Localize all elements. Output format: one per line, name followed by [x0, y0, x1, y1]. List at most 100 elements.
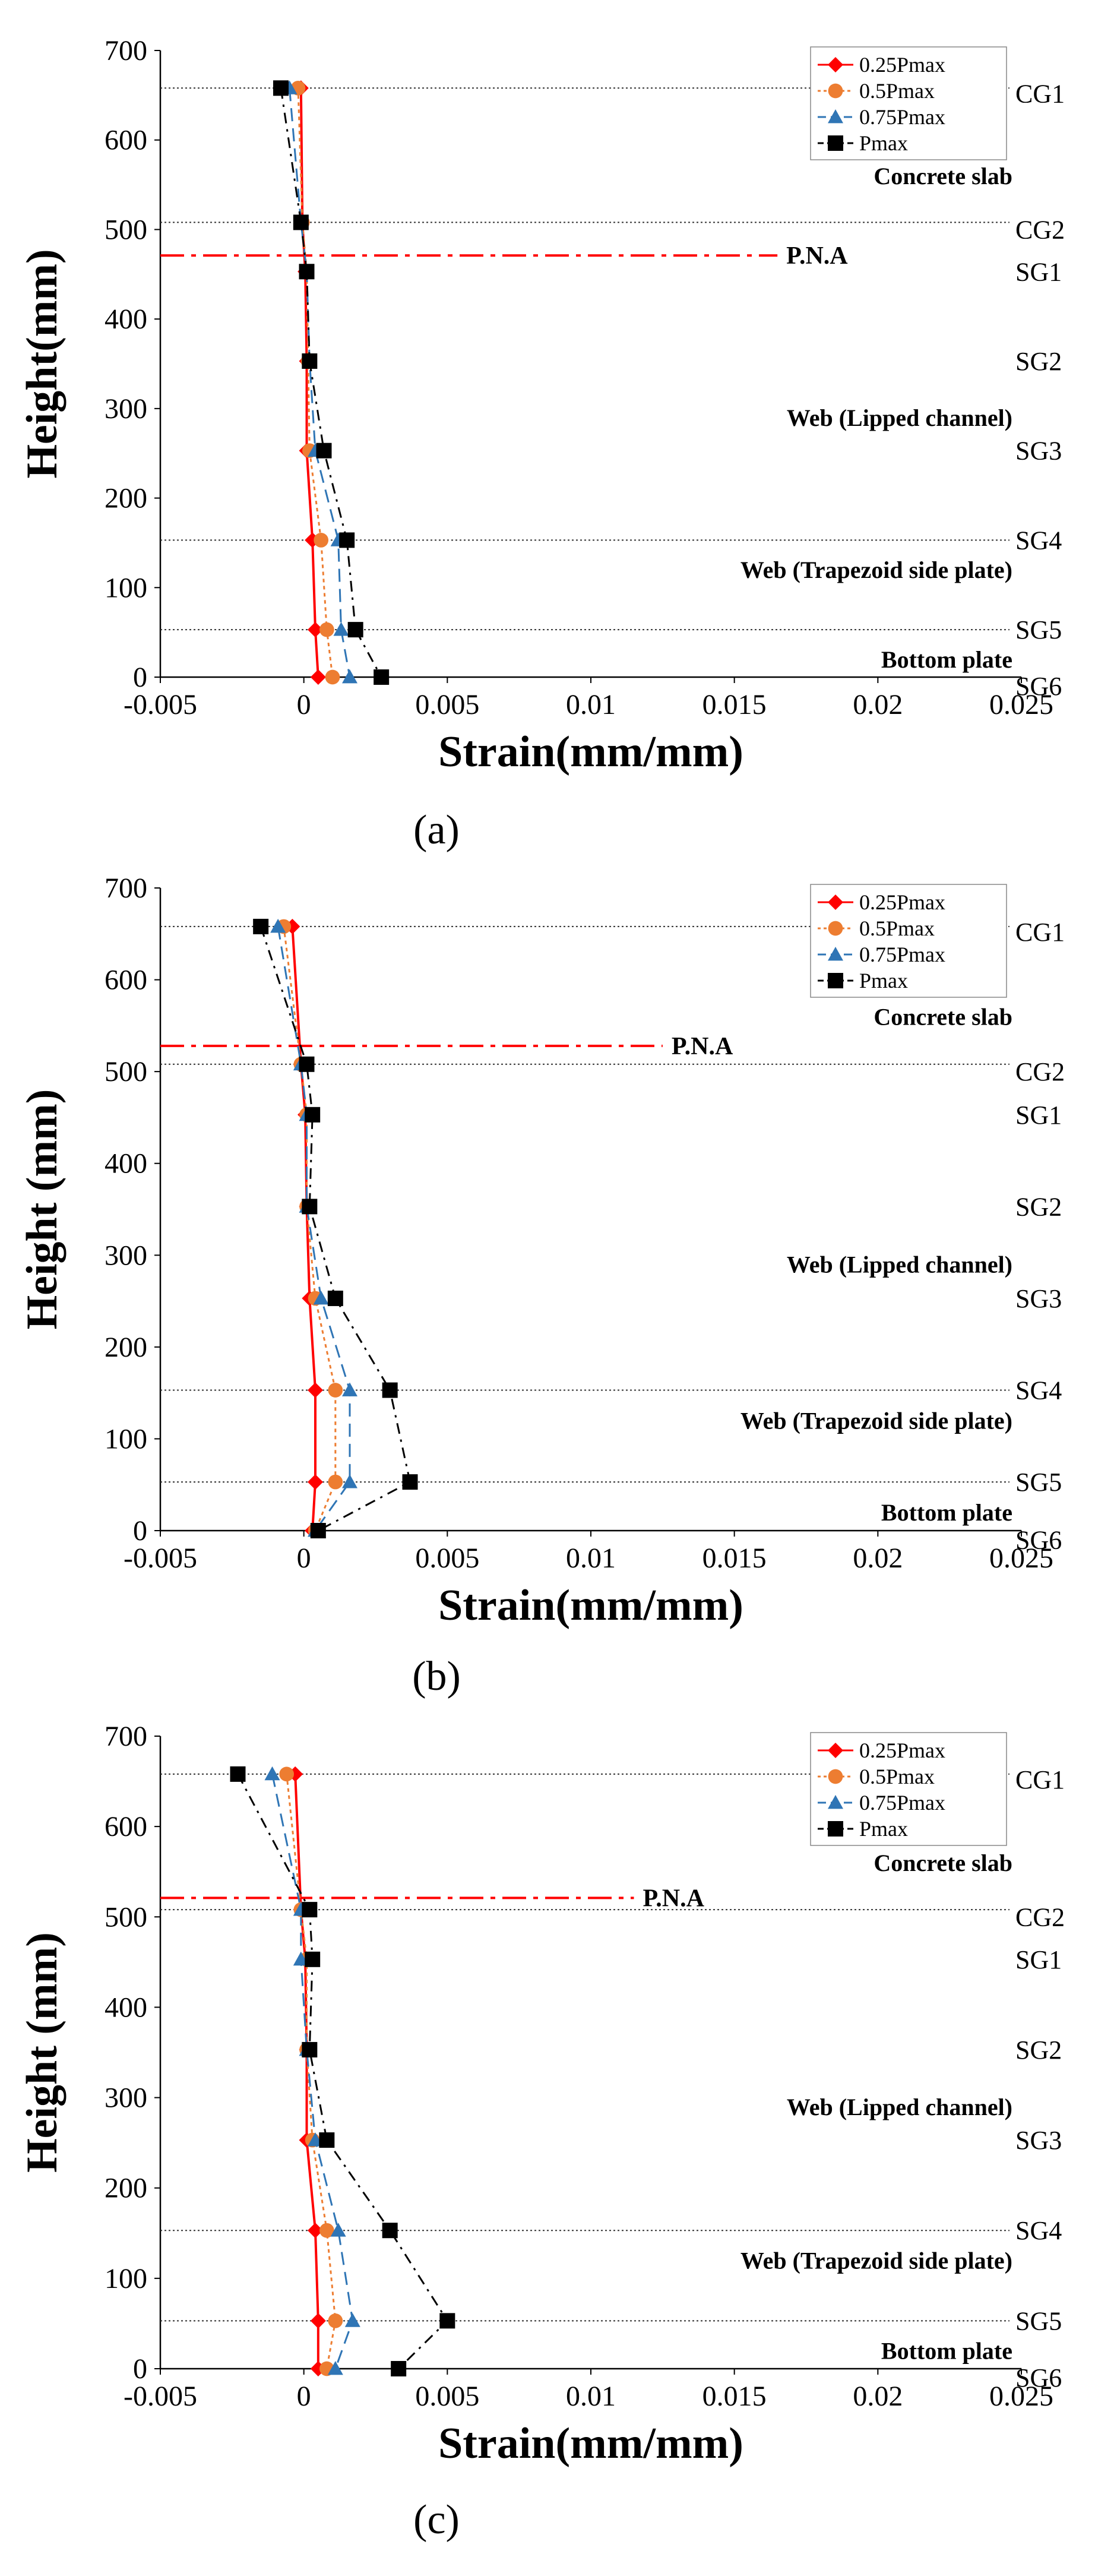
- x-axis-title: Strain(mm/mm): [438, 1581, 743, 1630]
- x-tick-label: 0.01: [566, 1543, 616, 1574]
- data-point: [328, 1383, 343, 1398]
- panel-caption: (c): [413, 2497, 460, 2543]
- data-point: [316, 442, 332, 459]
- data-point: [293, 214, 309, 230]
- pna-label: P.N.A: [672, 1033, 733, 1060]
- data-point: [325, 669, 340, 685]
- legend-entry: Pmax: [859, 131, 908, 155]
- data-point: [279, 1766, 295, 1782]
- data-point: [344, 2313, 360, 2327]
- gauge-label: CG2: [1015, 215, 1065, 244]
- series-line-3: [289, 88, 351, 678]
- series-line-4: [259, 926, 412, 1532]
- data-point: [319, 622, 334, 637]
- pna-label: P.N.A: [786, 242, 848, 270]
- y-tick-label: 300: [105, 2082, 147, 2114]
- y-tick-label: 100: [105, 572, 147, 603]
- region-label: Web (Trapezoid side plate): [740, 557, 1012, 583]
- data-point: [308, 1474, 323, 1490]
- data-point: [302, 1902, 318, 1918]
- pna-label: P.N.A: [643, 1885, 705, 1912]
- x-tick-label: 0.01: [566, 689, 616, 720]
- data-point: [305, 1951, 321, 1967]
- x-tick-label: 0.025: [989, 689, 1053, 720]
- data-point: [308, 622, 323, 638]
- series-line-3: [277, 926, 351, 1531]
- region-label: Concrete slab: [874, 1003, 1012, 1030]
- y-tick-label: 200: [105, 483, 147, 514]
- legend-entry: 0.75Pmax: [859, 943, 945, 966]
- x-tick-label: 0.005: [415, 1543, 479, 1574]
- y-tick-label: 700: [105, 35, 147, 67]
- region-label: Web (Lipped channel): [787, 1251, 1012, 1278]
- legend-entry: 0.5Pmax: [859, 1765, 935, 1788]
- y-axis-title: Height (mm): [18, 1932, 67, 2173]
- y-tick-label: 400: [105, 304, 147, 335]
- legend-marker: [828, 1743, 843, 1758]
- legend-entry: Pmax: [859, 1817, 908, 1841]
- legend-marker: [828, 1821, 843, 1837]
- data-point: [273, 80, 289, 96]
- y-tick-label: 200: [105, 2173, 147, 2204]
- data-point: [253, 918, 269, 934]
- gauge-label: SG3: [1015, 2126, 1062, 2155]
- gauge-label: CG1: [1015, 918, 1065, 947]
- region-label: Bottom plate: [881, 1499, 1012, 1526]
- gauge-label: CG2: [1015, 1057, 1065, 1086]
- y-tick-label: 100: [105, 1423, 147, 1455]
- y-tick-label: 600: [105, 1811, 147, 1842]
- y-tick-label: 400: [105, 1148, 147, 1180]
- legend-marker: [828, 947, 843, 961]
- y-tick-label: 0: [133, 662, 147, 693]
- legend-entry: 0.5Pmax: [859, 79, 935, 103]
- x-tick-label: 0.025: [989, 2381, 1053, 2412]
- region-label: Concrete slab: [874, 163, 1012, 189]
- x-axis-title: Strain(mm/mm): [438, 728, 743, 776]
- series-line-1: [299, 88, 319, 678]
- x-tick-label: 0: [297, 689, 311, 720]
- y-axis-title: Height (mm): [18, 1089, 67, 1330]
- series-line-2: [297, 88, 334, 678]
- data-point: [327, 2361, 343, 2375]
- data-point: [439, 2313, 455, 2329]
- legend-marker: [828, 135, 843, 151]
- series-line-1: [294, 1774, 319, 2369]
- gauge-label: SG1: [1015, 1945, 1062, 1974]
- gauge-label: SG4: [1015, 2216, 1062, 2245]
- data-point: [308, 1382, 323, 1398]
- gauge-label: SG6: [1015, 1525, 1062, 1554]
- data-point: [319, 2132, 335, 2148]
- gauge-label: SG6: [1015, 2363, 1062, 2392]
- data-point: [302, 1199, 318, 1215]
- region-label: Web (Lipped channel): [787, 404, 1012, 431]
- legend-marker: [828, 109, 843, 124]
- data-point: [333, 622, 349, 636]
- data-point: [342, 669, 357, 684]
- legend-marker: [828, 83, 843, 99]
- gauge-label: SG6: [1015, 672, 1062, 701]
- data-point: [382, 1382, 398, 1398]
- gauge-label: SG2: [1015, 1192, 1062, 1221]
- x-tick-label: 0.01: [566, 2381, 616, 2412]
- x-tick-label: 0.02: [853, 2381, 903, 2412]
- x-axis-title: Strain(mm/mm): [438, 2419, 743, 2468]
- data-point: [310, 669, 326, 685]
- region-label: Web (Trapezoid side plate): [740, 1408, 1012, 1434]
- gauge-label: SG4: [1015, 526, 1062, 555]
- y-tick-label: 600: [105, 965, 147, 996]
- data-point: [299, 264, 315, 280]
- data-point: [374, 669, 390, 685]
- data-point: [308, 2223, 323, 2239]
- legend-entry: 0.75Pmax: [859, 1791, 945, 1815]
- data-point: [328, 2313, 343, 2328]
- x-tick-label: 0.015: [702, 689, 767, 720]
- data-point: [339, 532, 355, 548]
- y-tick-label: 0: [133, 2353, 147, 2385]
- x-tick-label: 0.02: [853, 1543, 903, 1574]
- data-point: [302, 2041, 318, 2057]
- legend-entry: 0.25Pmax: [859, 890, 945, 914]
